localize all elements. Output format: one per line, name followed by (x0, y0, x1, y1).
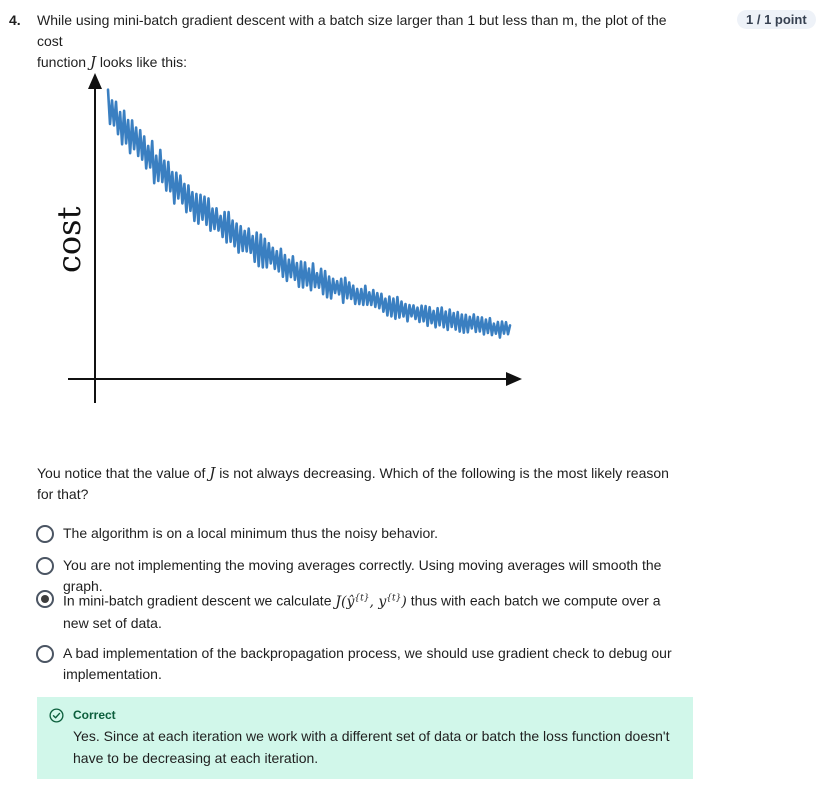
radio-button[interactable] (36, 557, 54, 575)
option-label-pre: In mini-batch gradient descent we calcul… (63, 592, 332, 609)
prompt-variable: J (209, 464, 216, 482)
y-axis-arrow (88, 73, 102, 89)
option-label-post: thus with each batch we compute over a n… (63, 592, 661, 631)
question-text: While using mini-batch gradient descent … (37, 10, 687, 73)
question-variable: J (89, 53, 96, 71)
x-axis-arrow (506, 372, 522, 386)
option-local-minimum[interactable]: The algorithm is on a local minimum thus… (36, 523, 686, 544)
prompt-text: You notice that the value of J is not al… (37, 463, 677, 505)
radio-button[interactable] (36, 645, 54, 663)
noisy-cost-curve (106, 88, 512, 339)
feedback-box: Correct Yes. Since at each iteration we … (37, 697, 693, 779)
plot-ylabel: cost (50, 206, 88, 273)
check-circle-icon (49, 708, 64, 728)
prompt-pre: You notice that the value of (37, 465, 206, 481)
option-label: You are not implementing the moving aver… (63, 557, 662, 594)
question-line-2-pre: function (37, 54, 87, 70)
option-label: In mini-batch gradient descent we calcul… (63, 588, 683, 634)
option-label: A bad implementation of the backpropagat… (63, 645, 672, 682)
radio-button[interactable] (36, 525, 54, 543)
prompt-post: is not always decreasing. Which of the f… (37, 465, 669, 502)
feedback-title: Correct (73, 708, 116, 722)
option-math: J(ŷ{t}, y{t}) (335, 593, 407, 610)
cost-plot: cost (50, 73, 522, 403)
radio-button-selected[interactable] (36, 590, 54, 608)
question-number: 4. (9, 12, 21, 28)
cost-plot-figure: cost (40, 65, 540, 415)
option-backprop[interactable]: A bad implementation of the backpropagat… (36, 643, 686, 685)
points-badge: 1 / 1 point (737, 10, 816, 29)
option-label: The algorithm is on a local minimum thus… (63, 525, 439, 541)
option-mini-batch[interactable]: In mini-batch gradient descent we calcul… (36, 588, 686, 634)
option-moving-averages[interactable]: You are not implementing the moving aver… (36, 555, 686, 597)
question-line-2-post: looks like this: (99, 54, 187, 70)
feedback-text: Yes. Since at each iteration we work wit… (73, 728, 670, 766)
question-line-1: While using mini-batch gradient descent … (37, 12, 667, 49)
